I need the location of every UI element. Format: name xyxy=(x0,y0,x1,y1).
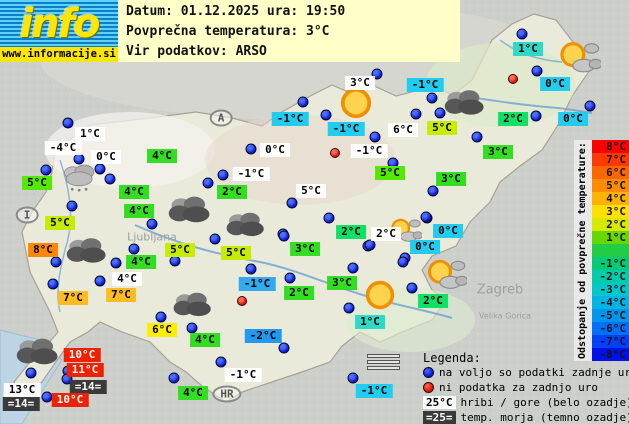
scale-band-8C: 8°C xyxy=(592,140,629,153)
scale-band-6C: 6°C xyxy=(592,166,629,179)
scale-band--8C: -8°C xyxy=(592,348,629,361)
header-info-box: Datum: 01.12.2025 ura: 19:50 Povprečna t… xyxy=(118,0,460,62)
scale-band--5C: -5°C xyxy=(592,309,629,322)
legend-item: na voljo so podatki zadnje ure xyxy=(423,365,629,380)
scale-band--4C: -4°C xyxy=(592,296,629,309)
river-drava xyxy=(454,94,593,114)
deviation-scale-title: Odstopanje od povprečne temperature: xyxy=(574,140,592,361)
info-logo-banner: info xyxy=(0,0,118,47)
legend-white-box-sample: 25°C xyxy=(423,396,456,409)
scale-bar-segment xyxy=(367,360,400,364)
legend-item: ni podatka za zadnjo uro xyxy=(423,380,598,395)
scale-band-5C: 5°C xyxy=(592,179,629,192)
legend-item-text: ni podatka za zadnjo uro xyxy=(439,381,598,394)
map-legend: Legenda: na voljo so podatki zadnje ure n… xyxy=(418,349,629,424)
info-logo-text: info xyxy=(19,0,100,47)
deviation-scale: 8°C 7°C 6°C 5°C 4°C 3°C 2°C 1°C -1°C -2°C -3°C -4°C… xyxy=(592,140,629,361)
scale-bar-segment xyxy=(367,354,400,358)
alps-region xyxy=(45,112,215,188)
legend-item: 25°C hribi / gore (belo ozadje) xyxy=(423,395,629,410)
scale-band-1C: 1°C xyxy=(592,231,629,244)
scale-band-3C: 3°C xyxy=(592,205,629,218)
header-avg-temp-line: Povprečna temperatura: 3°C xyxy=(126,24,330,39)
legend-red-dot-icon xyxy=(423,382,434,393)
header-date-line: Datum: 01.12.2025 ura: 19:50 xyxy=(126,4,346,19)
legend-item-text: temp. morja (temno ozadje) xyxy=(460,411,629,424)
legend-item: =25= temp. morja (temno ozadje) xyxy=(423,410,629,424)
scale-band-2C: 2°C xyxy=(592,218,629,231)
terrain-blob xyxy=(205,115,395,205)
legend-title: Legenda: xyxy=(423,351,481,365)
scale-band-0C xyxy=(592,244,629,257)
scale-band-4C: 4°C xyxy=(592,192,629,205)
scale-band--7C: -7°C xyxy=(592,335,629,348)
legend-item-text: na voljo so podatki zadnje ure xyxy=(439,366,629,379)
scale-band--2C: -2°C xyxy=(592,270,629,283)
scale-band--3C: -3°C xyxy=(592,283,629,296)
scale-band-7C: 7°C xyxy=(592,153,629,166)
scale-band--1C: -1°C xyxy=(592,257,629,270)
info-logo-site-link[interactable]: www.informacije.si xyxy=(0,47,118,62)
info-logo[interactable]: info www.informacije.si xyxy=(0,0,118,62)
legend-item-text: hribi / gore (belo ozadje) xyxy=(460,396,629,409)
scale-bar-segment xyxy=(367,366,400,370)
legend-dark-box-sample: =25= xyxy=(423,411,456,424)
header-source-line: Vir podatkov: ARSO xyxy=(126,44,267,59)
legend-blue-dot-icon xyxy=(423,367,434,378)
terrain-blob xyxy=(345,288,475,352)
map-scale-bar xyxy=(367,354,400,372)
scale-band--6C: -6°C xyxy=(592,322,629,335)
